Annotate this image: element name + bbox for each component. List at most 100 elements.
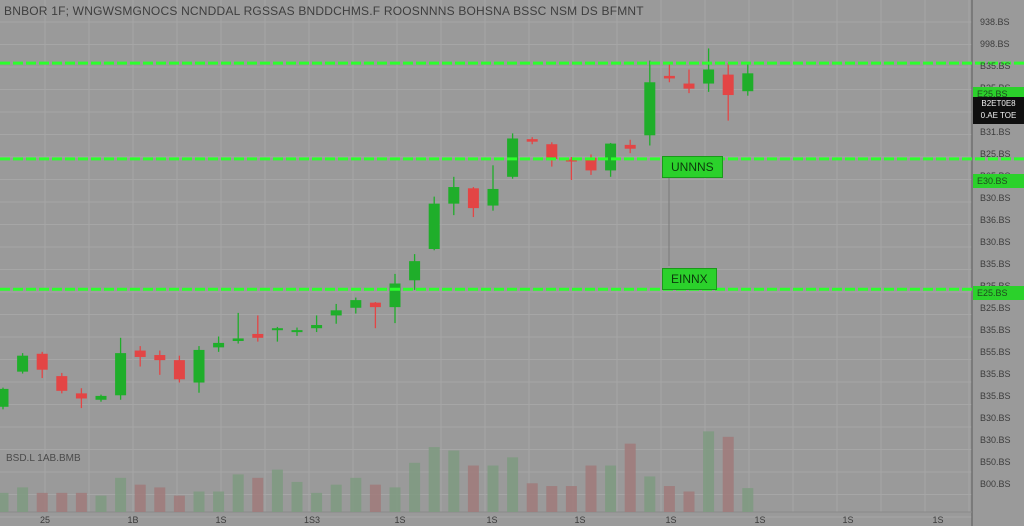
volume-bar — [36, 492, 48, 512]
volume-bar — [311, 492, 323, 512]
volume-bar — [526, 483, 538, 512]
price-axis-label: B00.BS — [980, 479, 1011, 489]
candle-body — [389, 283, 401, 308]
price-axis-label: B55.BS — [980, 347, 1011, 357]
candle-body — [56, 376, 68, 391]
candle-body — [291, 330, 303, 333]
volume-bar — [291, 481, 303, 512]
candle-body — [36, 353, 48, 370]
volume-bar — [605, 465, 617, 512]
time-axis-label: 1S — [754, 515, 765, 525]
time-axis-label: 1S — [574, 515, 585, 525]
candle-body — [17, 355, 29, 372]
candle-body — [173, 360, 185, 380]
price-axis-label: B35.BS — [980, 325, 1011, 335]
volume-bar — [193, 491, 205, 512]
candle-body — [487, 188, 499, 206]
price-axis-label: B35.BS — [980, 391, 1011, 401]
candle-body — [605, 143, 617, 171]
level-label-upper[interactable]: UNNNS — [662, 156, 723, 178]
candle-body — [565, 159, 577, 162]
candle-body — [546, 144, 558, 159]
time-axis-label: 1S — [215, 515, 226, 525]
candle-body — [95, 395, 107, 400]
volume-bar — [95, 495, 107, 512]
volume-bar — [232, 474, 244, 512]
candle-body — [663, 75, 675, 79]
volume-bar — [389, 487, 401, 512]
price-axis-label: B30.BS — [980, 435, 1011, 445]
candle-body — [115, 353, 127, 396]
time-axis-label: 1S — [665, 515, 676, 525]
price-axis-label: B30.BS — [980, 193, 1011, 203]
candle-body — [644, 82, 656, 136]
volume-bar — [0, 492, 9, 512]
candle-body — [448, 187, 460, 204]
time-axis-label: 1S3 — [304, 515, 320, 525]
price-axis-label: B25.BS — [980, 149, 1011, 159]
candle-body — [624, 144, 636, 149]
price-axis-label: 998.BS — [980, 39, 1010, 49]
price-axis-label: B30.BS — [980, 237, 1011, 247]
candle-body — [134, 350, 146, 357]
volume-bar — [154, 487, 166, 512]
candle-body — [742, 73, 754, 92]
candle-body — [271, 328, 283, 331]
time-axis-label: 1S — [486, 515, 497, 525]
price-axis-label: B35.BS — [980, 259, 1011, 269]
candle-body — [311, 325, 323, 329]
volume-bar — [585, 465, 597, 512]
candle-body — [0, 388, 9, 407]
volume-bar — [644, 476, 656, 512]
volume-bar — [624, 443, 636, 512]
volume-bar — [428, 447, 440, 512]
price-axis-label: B30.BS — [980, 413, 1011, 423]
volume-bar — [448, 450, 460, 512]
time-axis-label: 1S — [842, 515, 853, 525]
volume-bar — [56, 492, 68, 512]
level-label-lower[interactable]: EINNX — [662, 268, 717, 290]
volume-bar — [369, 484, 381, 512]
time-axis-label: 25 — [40, 515, 50, 525]
candle-body — [722, 74, 734, 96]
candle-body — [75, 393, 87, 399]
price-axis-label: B35.BS — [980, 61, 1011, 71]
candle-body — [703, 69, 715, 84]
volume-bar — [663, 486, 675, 512]
time-axis-label: 1S — [394, 515, 405, 525]
candle-body — [213, 342, 225, 348]
volume-bar — [467, 465, 479, 512]
volume-bar — [703, 431, 715, 512]
volume-bar — [330, 484, 342, 512]
level-price-tag-middle: E30.BS — [973, 174, 1024, 188]
candle-body — [330, 310, 342, 316]
volume-bar — [271, 469, 283, 512]
candle-body — [232, 338, 244, 341]
candle-body — [683, 83, 695, 89]
volume-bar — [173, 495, 185, 512]
candle-body — [154, 355, 166, 361]
price-axis-label: B50.BS — [980, 457, 1011, 467]
volume-label: BSD.L 1AB.BMB — [6, 453, 81, 464]
volume-bar — [213, 491, 225, 512]
current-price-line1: B2ET0E8 — [981, 99, 1016, 108]
volume-bar — [683, 491, 695, 512]
volume-bar — [115, 477, 127, 512]
current-price-line2: 0.AE TOE — [980, 111, 1017, 120]
time-axis-label: 1B — [127, 515, 138, 525]
price-axis-label: B31.BS — [980, 127, 1011, 137]
volume-bar — [565, 486, 577, 512]
price-axis-label: B36.BS — [980, 215, 1011, 225]
volume-bar — [487, 465, 499, 512]
candle-body — [585, 157, 597, 171]
volume-bar — [409, 462, 421, 512]
volume-bar — [75, 492, 87, 512]
candle-body — [252, 333, 264, 338]
volume-bar — [252, 477, 264, 512]
volume-bar — [134, 484, 146, 512]
time-axis-label: 1S — [932, 515, 943, 525]
price-axis-label: 938.BS — [980, 17, 1010, 27]
volume-bar — [742, 488, 754, 512]
